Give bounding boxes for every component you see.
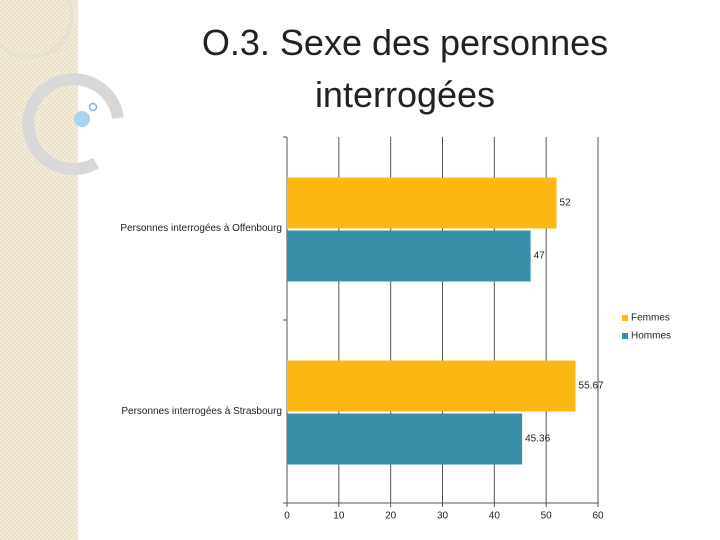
value-label: 55.67	[579, 381, 604, 392]
decor-arc	[22, 73, 124, 176]
x-tick-label: 40	[489, 511, 501, 522]
x-tick-label: 60	[592, 511, 604, 522]
decor-circle	[0, 0, 74, 59]
x-tick-label: 50	[541, 511, 553, 522]
value-label: 52	[560, 198, 572, 209]
legend-label: Hommes	[631, 331, 671, 342]
x-tick-label: 0	[284, 511, 290, 522]
bar	[287, 230, 531, 282]
decor-dot	[88, 102, 98, 112]
legend-swatch	[622, 333, 628, 339]
value-label: 47	[534, 251, 546, 262]
bar	[287, 360, 576, 412]
bar	[287, 177, 557, 229]
legend-swatch	[622, 315, 628, 321]
x-tick-label: 20	[385, 511, 397, 522]
y-tick-label: Personnes interrogées à Offenbourg	[120, 223, 282, 234]
chart: 0 10 20 30 40 50 60 Personnes interrogées à Off…	[120, 136, 671, 522]
chart-title: O.3. Sexe des personnes interrogées	[202, 22, 608, 115]
y-tick-label: Personnes interrogées à Strasbourg	[121, 406, 282, 417]
x-tick-label: 30	[437, 511, 449, 522]
x-tick-label: 10	[333, 511, 345, 522]
legend-label: Femmes	[631, 313, 670, 324]
bar	[287, 413, 523, 465]
decor-dot	[74, 111, 90, 127]
value-label: 45.36	[525, 434, 550, 445]
